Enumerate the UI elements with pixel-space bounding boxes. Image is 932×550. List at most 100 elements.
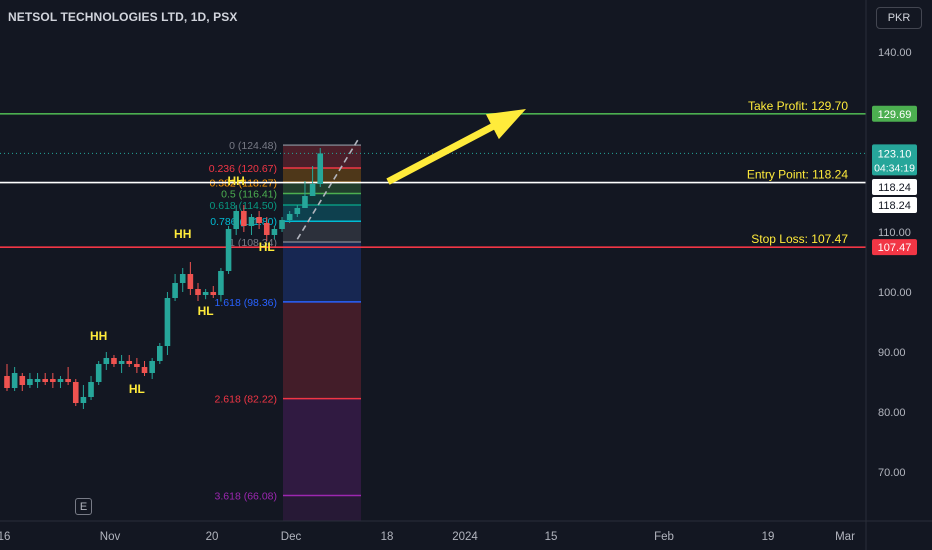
- candle-body: [309, 184, 316, 196]
- y-tick-label: 80.00: [878, 407, 906, 419]
- stop-loss-tag-bg: [872, 239, 917, 256]
- candle-body: [271, 229, 278, 235]
- stop-loss-tag: 107.47: [878, 242, 912, 254]
- swing-label: HL: [259, 240, 275, 254]
- entry-tag-bg: [872, 179, 917, 195]
- candle-body: [286, 214, 293, 220]
- swing-label: HH: [90, 329, 107, 343]
- level-label: Entry Point: 118.24: [747, 168, 849, 182]
- candle-body: [302, 196, 308, 208]
- x-tick-label: Dec: [281, 531, 302, 543]
- candle-body: [256, 217, 262, 223]
- swing-label: HH: [174, 227, 191, 241]
- events-button[interactable]: E: [75, 498, 92, 515]
- swing-label: HL: [198, 304, 214, 318]
- fib-label: 0.236 (120.67): [209, 163, 277, 175]
- fib-label: 1 (108.34): [229, 237, 277, 249]
- candle: [187, 262, 194, 295]
- candle: [149, 358, 155, 379]
- candle: [118, 355, 125, 373]
- candle: [11, 367, 18, 391]
- candle: [111, 355, 117, 367]
- candle-body: [19, 376, 26, 385]
- entry-tag: 118.24: [878, 182, 911, 194]
- candle-body: [241, 211, 247, 226]
- candle-body: [103, 358, 110, 364]
- candle: [241, 205, 247, 232]
- candle-body: [149, 361, 155, 373]
- candle-body: [179, 274, 186, 283]
- fib-label: 0.5 (116.41): [221, 189, 277, 201]
- candle-body: [248, 217, 255, 226]
- candle: [80, 385, 87, 409]
- fib-band: [283, 241, 361, 302]
- candle: [50, 373, 56, 388]
- candle: [225, 226, 232, 274]
- candle: [179, 268, 186, 292]
- candle-body: [210, 292, 217, 295]
- y-tick-label: 140.00: [878, 47, 912, 59]
- candle-body: [294, 208, 301, 214]
- candle: [294, 205, 301, 217]
- candle: [126, 355, 133, 367]
- candle: [195, 283, 201, 301]
- fib-label: 1.618 (98.36): [215, 297, 277, 309]
- candle-body: [27, 379, 33, 385]
- take-profit-tag: 129.69: [878, 109, 912, 121]
- candle-body: [202, 292, 209, 295]
- candle: [88, 376, 94, 400]
- candle: [141, 361, 148, 376]
- candle-body: [88, 382, 94, 397]
- candle: [164, 292, 171, 355]
- candle-body: [4, 376, 10, 388]
- candle-body: [11, 373, 18, 388]
- currency-button[interactable]: PKR: [876, 7, 922, 29]
- candle: [103, 352, 110, 370]
- candle: [4, 364, 10, 391]
- candle-body: [118, 361, 125, 364]
- candle-body: [95, 364, 102, 382]
- entry-tag-2: 118.24: [878, 200, 911, 212]
- candle: [256, 211, 262, 229]
- candle: [248, 214, 255, 235]
- candle-body: [233, 211, 239, 229]
- fib-bands-layer: [283, 145, 361, 521]
- current-price-tag: 123.10: [878, 148, 912, 160]
- candle: [309, 166, 316, 196]
- candle: [157, 343, 163, 364]
- x-tick-label: 16: [0, 531, 10, 543]
- take-profit-tag-bg: [872, 105, 917, 122]
- candle: [57, 376, 64, 388]
- swing-label: HH: [228, 174, 245, 188]
- candle: [95, 361, 102, 385]
- fib-band: [283, 221, 361, 242]
- candle: [233, 205, 239, 235]
- candle-body: [57, 379, 64, 382]
- candle: [302, 181, 308, 208]
- candle-body: [195, 289, 201, 295]
- fib-band: [283, 205, 361, 222]
- candle: [286, 211, 293, 223]
- candle: [279, 217, 285, 232]
- fib-band: [283, 398, 361, 496]
- candle-body: [126, 361, 133, 364]
- candle-body: [157, 346, 163, 361]
- candle-body: [172, 283, 178, 298]
- symbol-title: NETSOL TECHNOLOGIES LTD, 1D, PSX: [8, 10, 238, 24]
- candle: [210, 286, 217, 298]
- current-price-tag-bg: [872, 144, 917, 176]
- fib-band: [283, 182, 361, 194]
- candle-body: [111, 358, 117, 364]
- candle-body: [34, 379, 41, 382]
- fib-band: [283, 495, 361, 521]
- candle: [27, 373, 33, 388]
- candle: [271, 226, 278, 240]
- candle: [172, 274, 178, 301]
- candle-body: [141, 367, 148, 373]
- candle: [134, 358, 140, 373]
- candle-body: [50, 379, 56, 382]
- candle-body: [42, 379, 48, 382]
